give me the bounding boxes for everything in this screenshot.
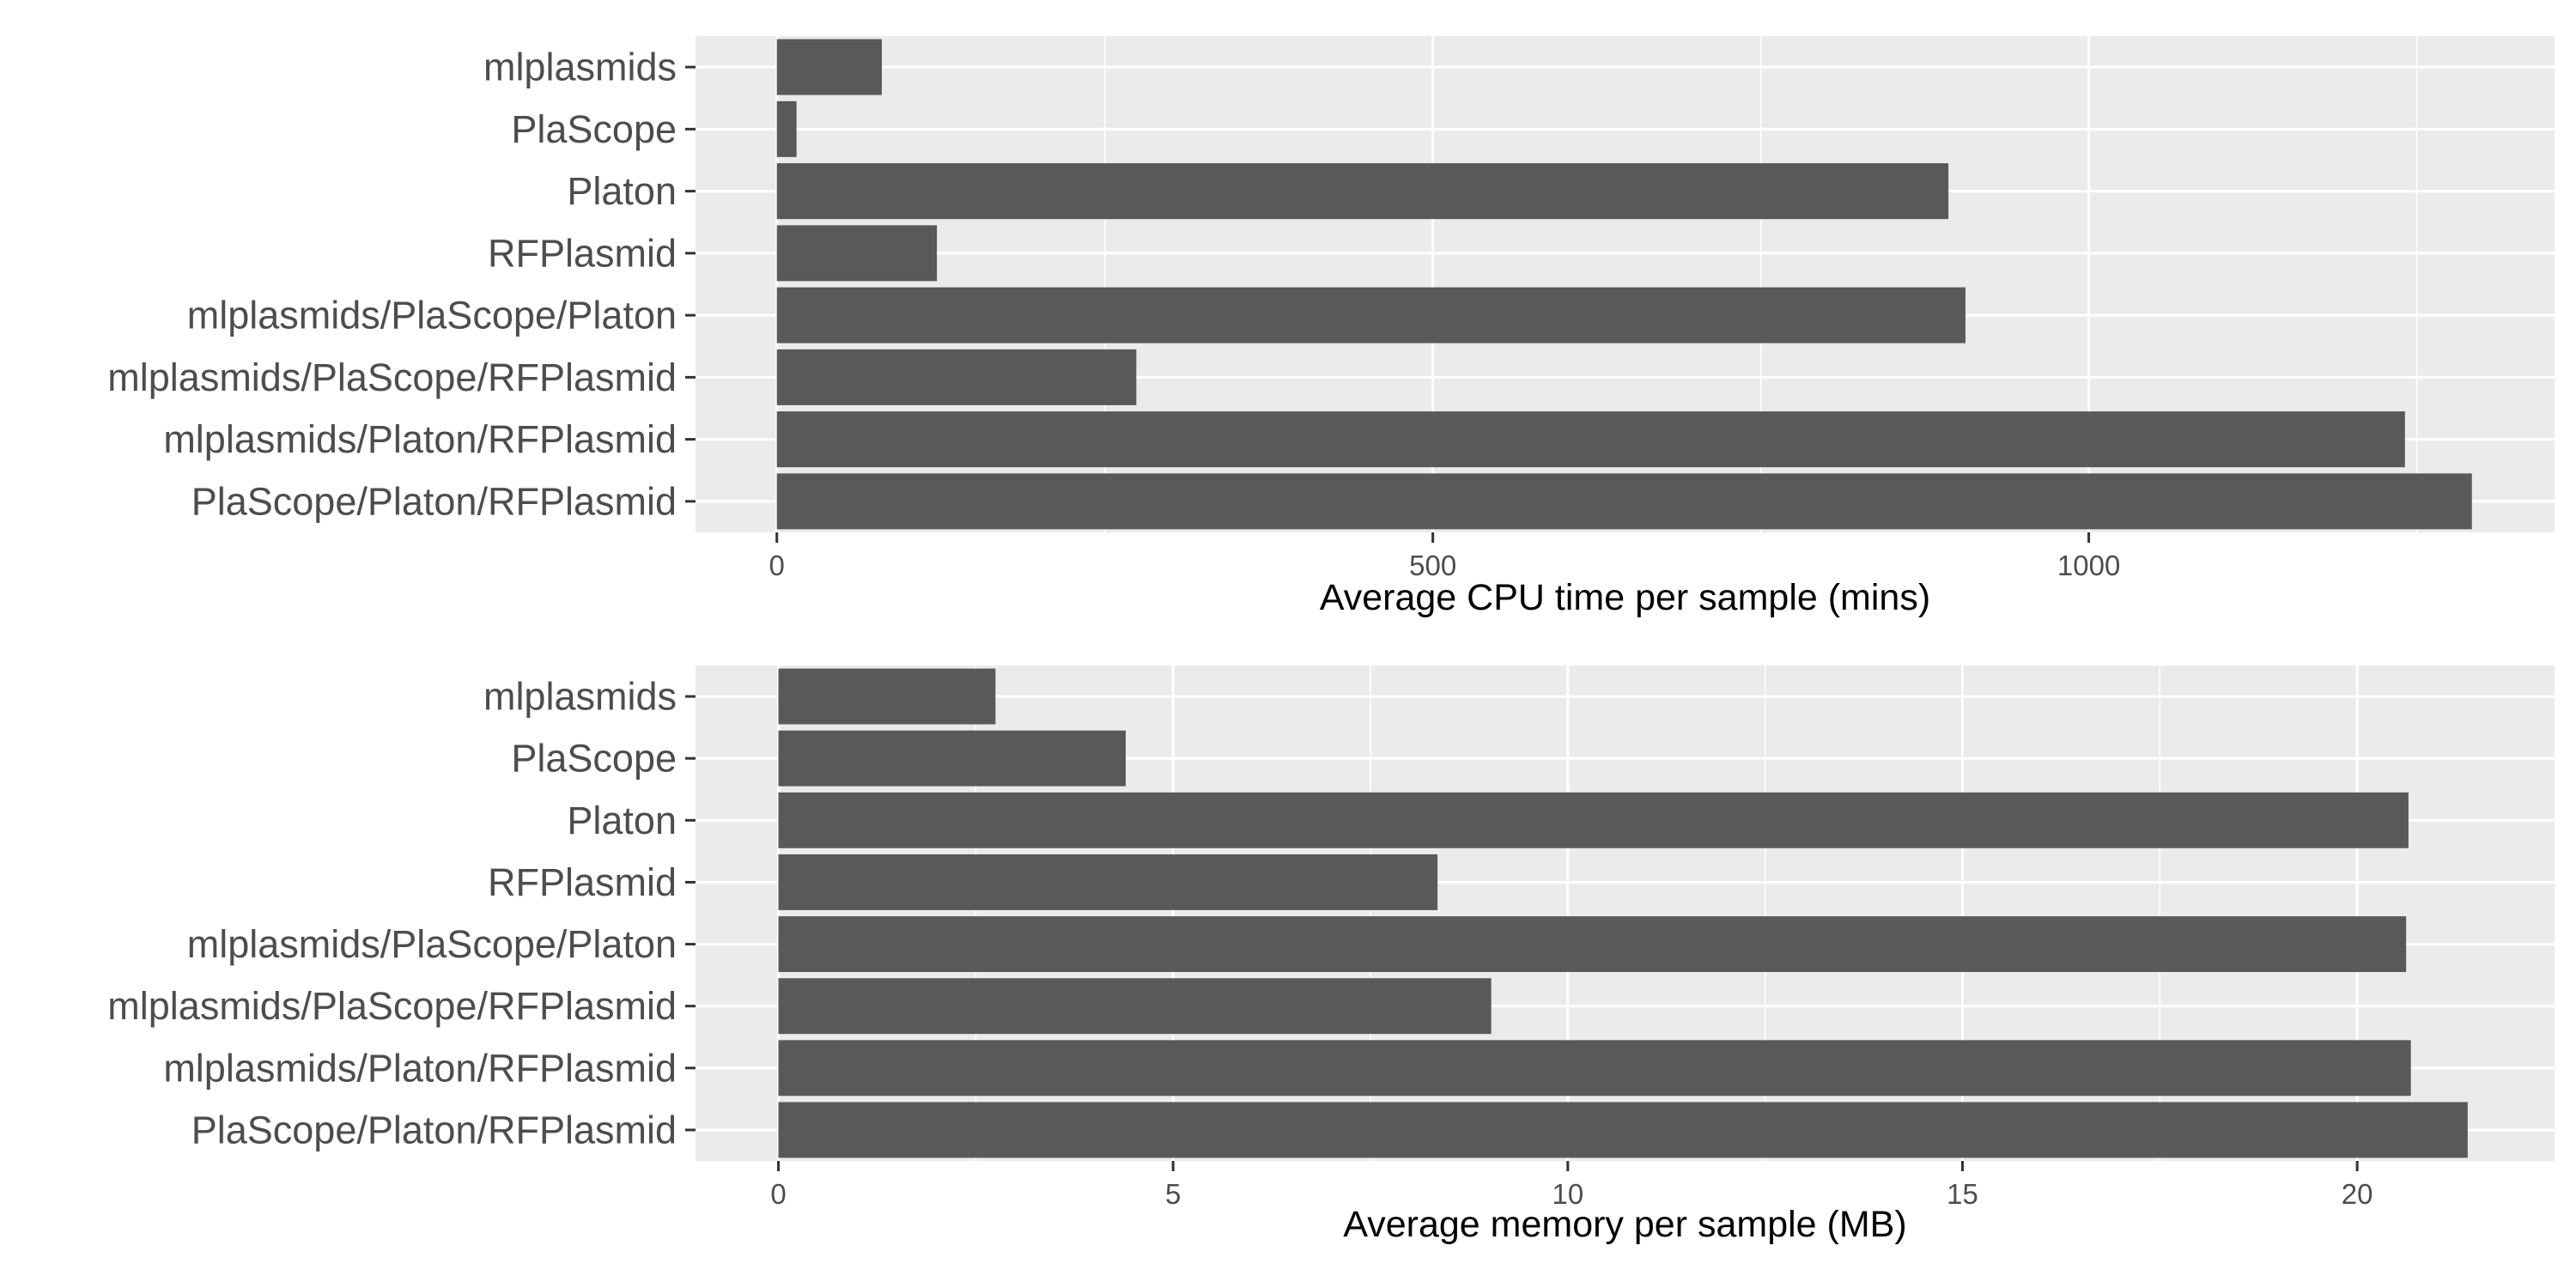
x-axis-title: Average memory per sample (MB) <box>1343 1204 1906 1245</box>
category-label: Platon <box>567 169 677 213</box>
category-label: PlaScope <box>511 107 677 151</box>
chart-panel-1: mlplasmids PlaScope Platon RFPlasmid mlplasm… <box>107 36 2555 618</box>
bar-7 <box>776 411 2405 468</box>
category-label: mlplasmids/Platon/RFPlasmid <box>163 417 677 461</box>
x-tick-label: 500 <box>1409 550 1456 581</box>
category-label: PlaScope/Platon/RFPlasmid <box>191 1108 677 1151</box>
bar-3 <box>776 163 1949 220</box>
bar-8 <box>778 1102 2468 1158</box>
category-label: mlplasmids <box>483 675 677 719</box>
category-label: mlplasmids <box>483 46 677 89</box>
chart-panel-2: mlplasmids PlaScope Platon RFPlasmid mlplasm… <box>107 665 2555 1245</box>
category-label: mlplasmids/PlaScope/Platon <box>187 922 677 966</box>
x-tick-label: 10 <box>1552 1178 1583 1210</box>
bar-4 <box>776 225 938 282</box>
bar-7 <box>778 1040 2411 1097</box>
category-label: PlaScope/Platon/RFPlasmid <box>191 479 677 523</box>
category-label: mlplasmids/PlaScope/RFPlasmid <box>107 355 677 399</box>
bar-3 <box>778 792 2409 848</box>
x-tick-label: 5 <box>1165 1178 1181 1210</box>
category-label: PlaScope <box>511 737 677 781</box>
bar-2 <box>776 100 797 157</box>
bar-2 <box>778 730 1127 787</box>
bar-4 <box>778 854 1438 910</box>
bar-5 <box>776 287 1965 343</box>
x-tick-label: 1000 <box>2057 550 2120 581</box>
bar-1 <box>778 668 996 725</box>
bar-5 <box>778 916 2407 973</box>
x-tick-label: 0 <box>769 550 785 581</box>
category-label: mlplasmids/PlaScope/Platon <box>187 294 677 337</box>
category-label: mlplasmids/PlaScope/RFPlasmid <box>107 984 677 1028</box>
x-tick-label: 0 <box>770 1178 786 1210</box>
category-label: mlplasmids/Platon/RFPlasmid <box>163 1046 677 1090</box>
bar-6 <box>778 978 1492 1035</box>
x-tick-label: 20 <box>2342 1178 2373 1210</box>
x-tick-label: 15 <box>1947 1178 1978 1210</box>
category-label: RFPlasmid <box>488 860 677 904</box>
bar-1 <box>776 39 882 95</box>
x-axis-title: Average CPU time per sample (mins) <box>1320 577 1930 618</box>
bar-6 <box>776 349 1137 405</box>
category-label: RFPlasmid <box>488 231 677 275</box>
bar-8 <box>776 473 2472 530</box>
category-label: Platon <box>567 799 677 842</box>
